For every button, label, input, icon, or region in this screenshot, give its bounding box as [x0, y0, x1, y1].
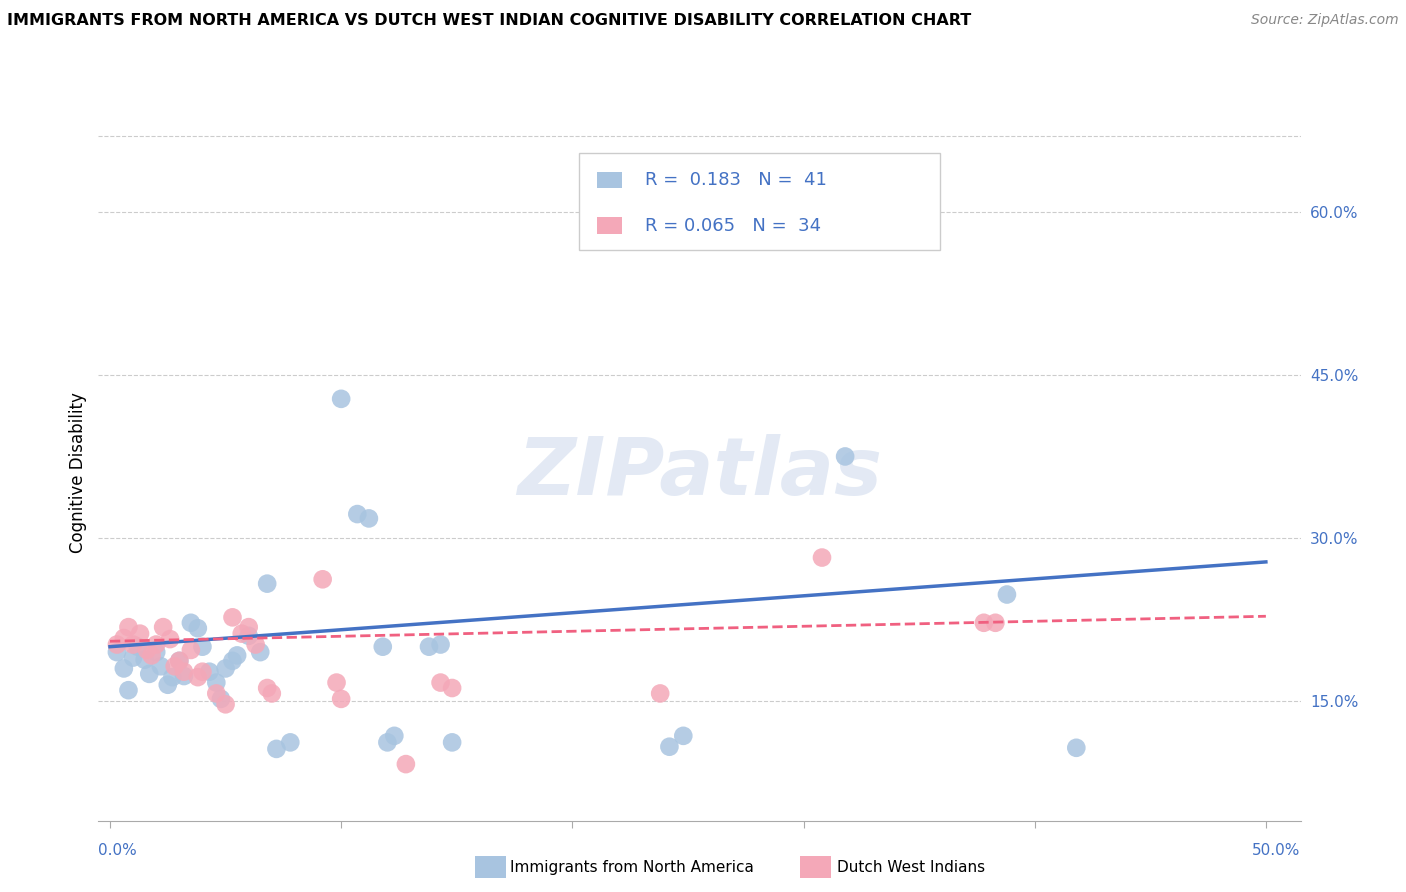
Point — [395, 757, 418, 772]
Point — [429, 675, 451, 690]
Point — [117, 620, 139, 634]
FancyBboxPatch shape — [579, 153, 939, 250]
Point — [245, 638, 267, 652]
Text: Source: ZipAtlas.com: Source: ZipAtlas.com — [1251, 13, 1399, 28]
FancyBboxPatch shape — [598, 171, 621, 188]
Point — [418, 640, 440, 654]
Point — [278, 735, 301, 749]
Point — [134, 653, 156, 667]
Point — [256, 576, 278, 591]
Point — [325, 675, 347, 690]
Point — [260, 686, 283, 700]
Point — [311, 572, 333, 586]
Point — [159, 632, 181, 646]
Point — [266, 742, 288, 756]
Point — [180, 615, 202, 630]
Point — [811, 550, 834, 565]
Point — [249, 645, 271, 659]
Text: Dutch West Indians: Dutch West Indians — [837, 860, 984, 874]
Point — [382, 729, 405, 743]
Point — [330, 692, 353, 706]
Point — [173, 665, 195, 679]
Point — [145, 645, 167, 659]
Point — [173, 669, 195, 683]
Point — [984, 615, 1007, 630]
Point — [658, 739, 681, 754]
Point — [187, 621, 209, 635]
Point — [441, 735, 464, 749]
Point — [205, 675, 228, 690]
Point — [238, 629, 260, 643]
Point — [156, 678, 179, 692]
Point — [105, 638, 128, 652]
Point — [214, 661, 236, 675]
Point — [169, 654, 191, 668]
Point — [129, 626, 152, 640]
Point — [371, 640, 394, 654]
Point — [180, 643, 202, 657]
Point — [112, 631, 135, 645]
Point — [429, 638, 451, 652]
Point — [834, 450, 856, 464]
Text: Immigrants from North America: Immigrants from North America — [510, 860, 754, 874]
Point — [377, 735, 399, 749]
Point — [136, 643, 159, 657]
Text: IMMIGRANTS FROM NORTH AMERICA VS DUTCH WEST INDIAN COGNITIVE DISABILITY CORRELAT: IMMIGRANTS FROM NORTH AMERICA VS DUTCH W… — [7, 13, 972, 29]
Point — [122, 638, 145, 652]
Text: ZIPatlas: ZIPatlas — [517, 434, 882, 512]
Point — [152, 620, 174, 634]
Point — [209, 692, 232, 706]
Point — [149, 659, 172, 673]
Point — [238, 620, 260, 634]
Point — [205, 686, 228, 700]
Point — [187, 670, 209, 684]
Point — [330, 392, 353, 406]
Point — [672, 729, 695, 743]
Text: R =  0.183   N =  41: R = 0.183 N = 41 — [645, 171, 827, 189]
Point — [141, 648, 163, 663]
Point — [973, 615, 995, 630]
Text: R = 0.065   N =  34: R = 0.065 N = 34 — [645, 217, 821, 235]
Point — [995, 588, 1018, 602]
Point — [169, 654, 191, 668]
Point — [105, 645, 128, 659]
Point — [214, 698, 236, 712]
Point — [198, 665, 221, 679]
Point — [441, 681, 464, 695]
Point — [162, 670, 184, 684]
Text: 50.0%: 50.0% — [1253, 843, 1301, 858]
Point — [357, 511, 380, 525]
Point — [256, 681, 278, 695]
Y-axis label: Cognitive Disability: Cognitive Disability — [69, 392, 87, 553]
Point — [650, 686, 672, 700]
Point — [1066, 740, 1088, 755]
Point — [346, 507, 368, 521]
Point — [226, 648, 249, 663]
Point — [221, 654, 243, 668]
Point — [138, 666, 160, 681]
Point — [127, 640, 149, 654]
Point — [117, 683, 139, 698]
FancyBboxPatch shape — [598, 218, 621, 234]
Point — [191, 640, 214, 654]
Text: 0.0%: 0.0% — [98, 843, 138, 858]
Point — [231, 626, 253, 640]
Point — [112, 661, 135, 675]
Point — [163, 659, 186, 673]
Point — [145, 638, 167, 652]
Point — [221, 610, 243, 624]
Point — [122, 650, 145, 665]
Point — [191, 665, 214, 679]
